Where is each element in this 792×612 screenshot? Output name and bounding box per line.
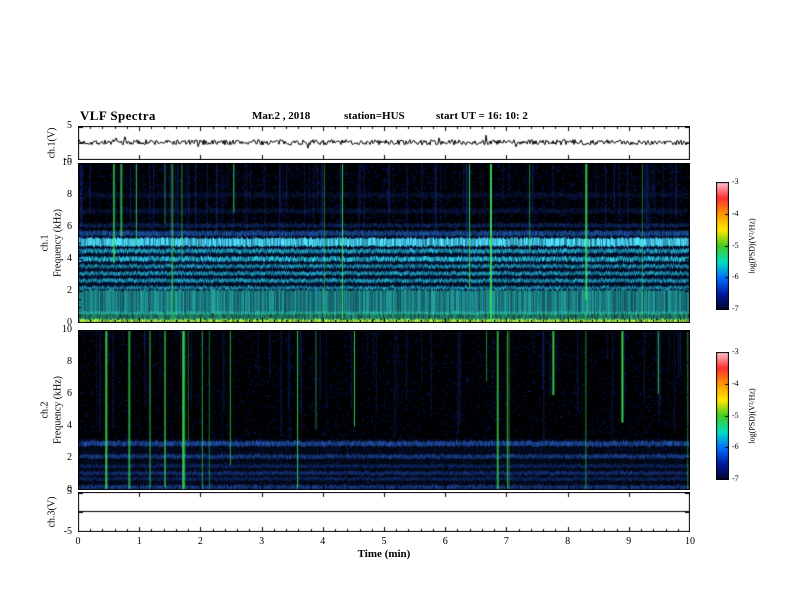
y-tick-label: 6 <box>67 221 72 232</box>
y-tick-label: 8 <box>67 189 72 200</box>
y-tick-label: -5 <box>63 154 72 165</box>
x-axis-title: Time (min) <box>357 548 411 560</box>
y-tick-label: 2 <box>67 285 72 296</box>
colorbar-ch1 <box>716 182 729 310</box>
plot-station: station=HUS <box>344 110 405 122</box>
x-tick-label: 5 <box>381 536 387 547</box>
colorbar-ch2 <box>716 352 729 480</box>
colorbar-tick-label: -5 <box>732 240 739 250</box>
y-tick-label: -5 <box>63 526 72 537</box>
ch2-channel-label: ch.2 <box>39 401 51 419</box>
ch1-voltage-panel <box>78 126 690 160</box>
x-tick-label: 9 <box>626 536 632 547</box>
ch3-voltage-ylabel: ch.3(V) <box>46 496 58 528</box>
x-tick-label: 10 <box>685 536 695 547</box>
plot-start-ut: start UT = 16: 10: 2 <box>436 110 528 122</box>
x-tick-label: 3 <box>259 536 265 547</box>
colorbar-tick-label: -3 <box>732 177 739 186</box>
y-tick-label: 8 <box>67 356 72 367</box>
colorbar-tick-label: -7 <box>732 304 739 313</box>
y-tick-label: 5 <box>67 486 72 497</box>
y-tick-label: 6 <box>67 388 72 399</box>
colorbar-tick-label: -4 <box>732 208 739 218</box>
colorbar-tick-label: -5 <box>732 410 739 420</box>
ch2-frequency-ylabel: Frequency (kHz) <box>52 375 64 445</box>
x-tick-label: 0 <box>75 536 81 547</box>
x-tick-label: 7 <box>503 536 509 547</box>
colorbar-tick-label: -6 <box>732 272 739 282</box>
y-tick-label: 0 <box>67 317 72 328</box>
y-tick-label: 0 <box>67 484 72 495</box>
colorbar-tick-label: -4 <box>732 378 739 388</box>
colorbar2-label: log(PSD)(V²/Hz) <box>747 388 757 444</box>
ch3-voltage-panel <box>78 492 690 532</box>
y-tick-label: 2 <box>67 452 72 463</box>
x-tick-label: 2 <box>197 536 203 547</box>
x-tick-label: 6 <box>442 536 448 547</box>
y-tick-label: 10 <box>62 157 72 168</box>
plot-title: VLF Spectra <box>80 108 156 123</box>
x-tick-label: 4 <box>320 536 326 547</box>
y-tick-label: 5 <box>67 120 72 131</box>
x-tick-label: 1 <box>136 536 142 547</box>
x-tick-label: 8 <box>565 536 571 547</box>
y-tick-label: 10 <box>62 324 72 335</box>
y-tick-label: 4 <box>67 420 72 431</box>
ch1-channel-label: ch.1 <box>39 234 51 252</box>
colorbar-tick-label: -3 <box>732 347 739 356</box>
y-tick-label: 4 <box>67 253 72 264</box>
ch1-frequency-ylabel: Frequency (kHz) <box>52 208 64 278</box>
ch2-spectrogram-panel <box>78 330 690 490</box>
colorbar1-label: log(PSD)(V²/Hz) <box>747 218 757 274</box>
colorbar-tick-label: -7 <box>732 474 739 483</box>
ch1-spectrogram-panel <box>78 163 690 323</box>
colorbar-tick-label: -6 <box>732 442 739 452</box>
plot-date: Mar.2 , 2018 <box>252 110 311 122</box>
